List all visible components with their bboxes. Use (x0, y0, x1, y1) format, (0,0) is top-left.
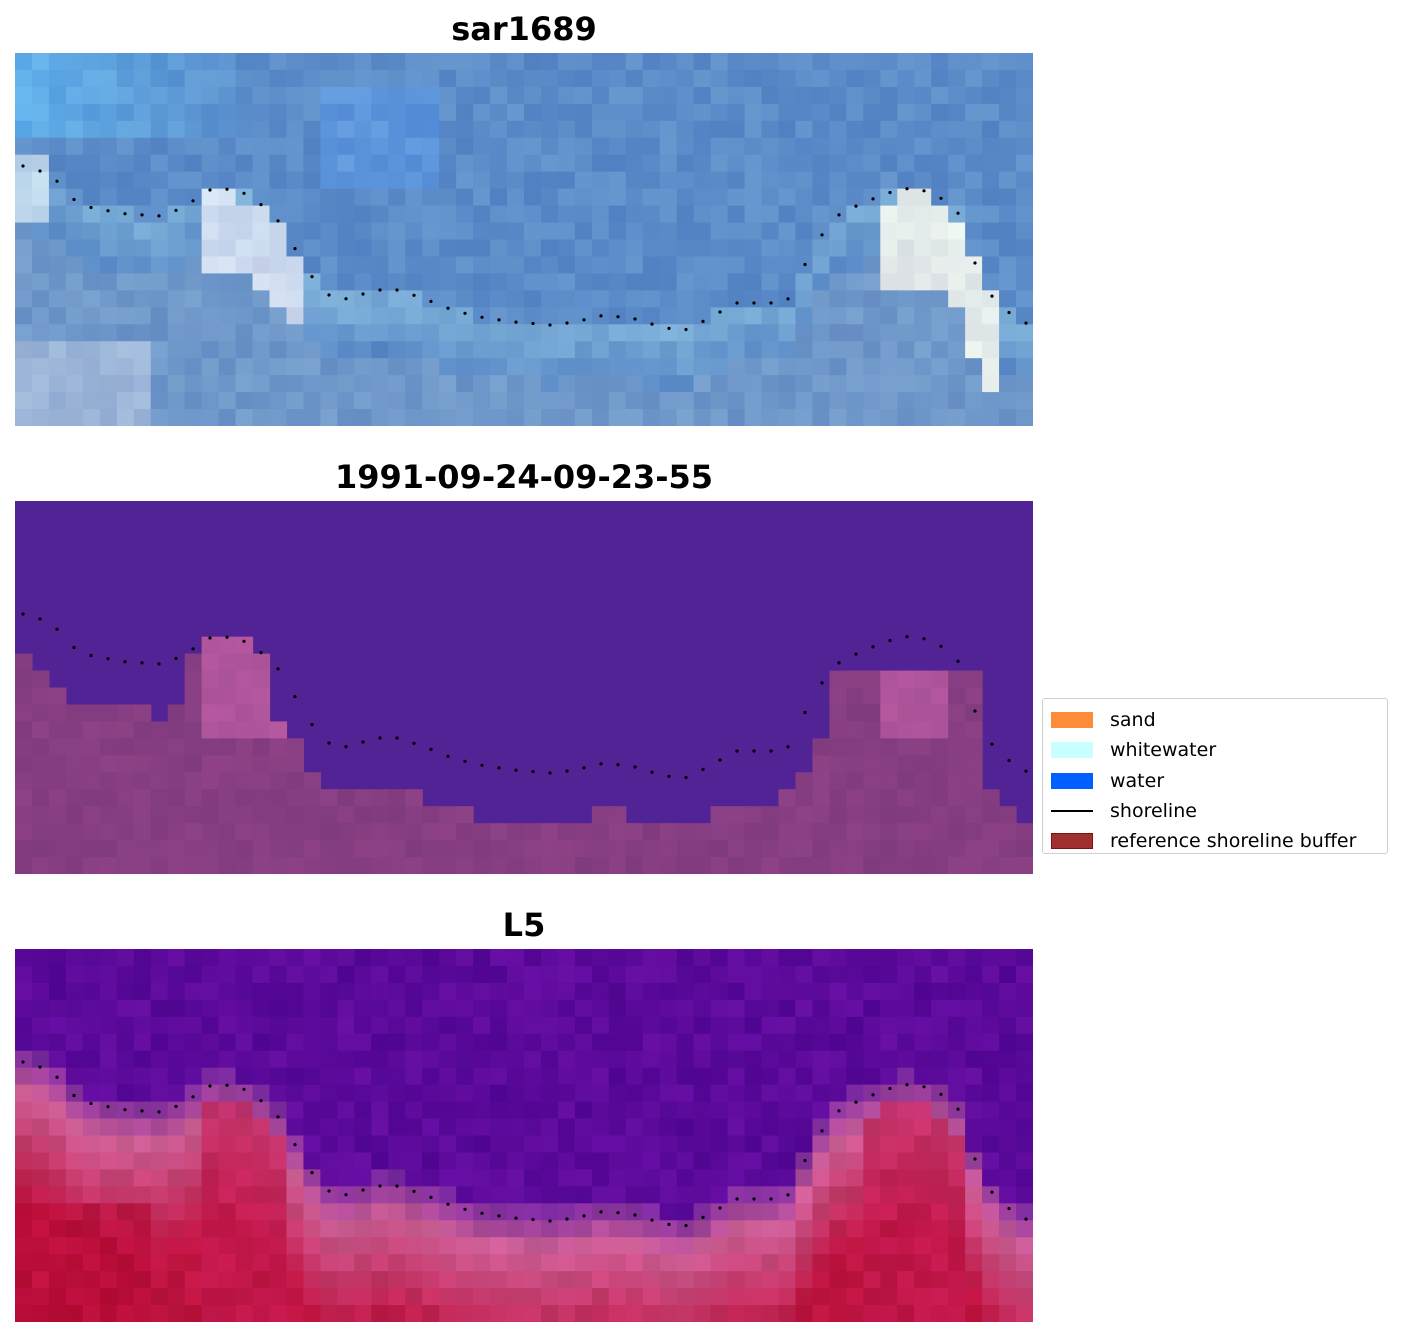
sand-swatch (1051, 712, 1093, 729)
legend-label-water: water (1110, 769, 1165, 792)
legend-label-sand: sand (1110, 709, 1156, 732)
legend-item-water: water (1043, 766, 1387, 796)
legend-item-reference-buffer: reference shoreline buffer (1043, 826, 1387, 856)
panel-title-satellite: L5 (502, 906, 546, 944)
legend-item-shoreline: shoreline (1043, 796, 1387, 826)
water-swatch (1051, 772, 1093, 789)
legend-label-shoreline: shoreline (1110, 800, 1197, 823)
whitewater-swatch (1051, 742, 1093, 759)
panel-title-date: 1991-09-24-09-23-55 (334, 458, 714, 496)
shoreline-line-swatch (1051, 810, 1093, 813)
index-image-panel (15, 949, 1033, 1322)
legend-label-whitewater: whitewater (1110, 739, 1217, 762)
legend-item-whitewater: whitewater (1043, 735, 1387, 765)
classification-panel (15, 501, 1033, 874)
panel-title-rgb: sar1689 (451, 10, 597, 48)
legend-item-sand: sand (1043, 705, 1387, 735)
shoreline-dots (21, 612, 1028, 780)
shoreline-dots (21, 1060, 1028, 1228)
legend: sand whitewater water shoreline referenc… (1042, 698, 1388, 854)
reference-buffer-swatch (1051, 833, 1093, 850)
shoreline-dots (21, 164, 1028, 332)
legend-label-reference-buffer: reference shoreline buffer (1110, 830, 1357, 853)
rgb-image-panel (15, 53, 1033, 426)
